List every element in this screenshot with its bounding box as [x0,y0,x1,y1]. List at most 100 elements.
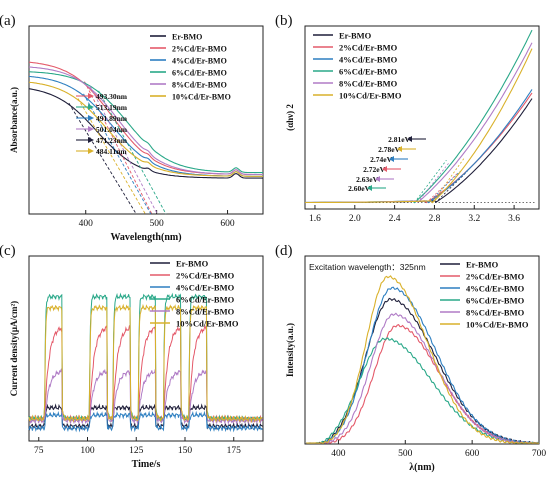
absorbance-line-1 [28,88,264,179]
annotation-label: 484.11nm [96,147,127,156]
x-tick-label: 400 [331,449,346,459]
bandgap-arrowhead [375,176,380,182]
bandgap-label: 2.74eV [370,155,392,164]
bandgap-label: 2.63eV [356,175,378,184]
legend-entry: 10%Cd/Er-BMO [176,319,239,329]
absorbance-line-5 [28,66,263,176]
x-tick-label: 500 [150,219,165,229]
tangent-line [89,85,158,215]
tauc-tangent [414,159,447,203]
tauc-line-3 [305,89,533,204]
legend-entry: 4%Cd/Er-BMO [466,284,525,294]
panel-d: 400 500 600 700 λ(nm) Intensity(a.u.) (d) Excit… [275,243,546,473]
absorbance-line-6 [28,81,263,177]
x-tick-label: 2.0 [349,214,361,224]
legend-entry: 6%Cd/Er-BMO [176,295,235,305]
annotation-arrowhead [88,104,94,110]
x-tick-label: 500 [398,449,413,459]
x-tick-label: 100 [80,446,95,456]
absorbance-line-4 [29,71,263,174]
x-tick-label: 2.8 [429,214,441,224]
bandgap-arrowhead [382,166,387,172]
annotation-label: 513.19nm [96,103,128,112]
excitation-annotation: Excitation wavelength：325nm [309,262,426,272]
legend-entry: 10%Cd/Er-BMO [339,91,402,101]
legend-entry: 4%Cd/Er-BMO [176,283,235,293]
tauc-line-6 [305,48,533,204]
legend-entry: 6%Cd/Er-BMO [339,67,398,77]
bandgap-arrowhead [367,185,372,191]
bandgap-label: 2.78eV [378,145,400,154]
x-tick-label: 600 [220,219,235,229]
annotation-label: 501.04nm [96,125,128,134]
tauc-line-2 [305,92,533,204]
legend-entry: 6%Cd/Er-BMO [172,69,227,78]
y-axis-label: (αhν) 2 [285,104,295,131]
pl-line-5 [306,312,539,444]
bandgap-label: 2.81eV [388,135,410,144]
legend-entry: 10%Cd/Er-BMO [172,93,231,102]
x-tick-label: 3.2 [468,214,480,224]
tauc-tangent [432,157,465,203]
legend-entry: 8%Cd/Er-BMO [466,308,525,318]
legend-entry: Er-BMO [339,31,372,41]
panel-c: 75 100 125 150 175 Time/s Current density(μA/c… [0,243,264,470]
annotation-arrowhead [88,115,94,121]
legend-entry: 8%Cd/Er-BMO [176,307,235,317]
panel-label: (a) [0,13,16,29]
plot-frame [28,25,264,215]
pl-line-2 [306,324,540,444]
legend-entry: 2%Cd/Er-BMO [466,272,525,282]
x-tick-label: 2.4 [389,214,401,224]
tauc-tangent [428,170,461,203]
x-axis-label: Time/s [132,459,161,470]
tangent-line [68,102,137,215]
annotation-arrowhead [88,126,94,132]
tangent-line [98,90,167,215]
pl-line-3 [306,286,540,444]
legend-entry: 8%Cd/Er-BMO [172,81,227,90]
x-axis-label: Wavelength(nm) [110,232,181,243]
x-tick-label: 700 [532,449,547,459]
annotation-arrowhead [88,93,94,99]
tauc-tangent [417,162,450,203]
panel-b: 1.6 2.0 2.4 2.8 3.2 3.6 (αhν) 2 (b) Er-BMO 2%Cd/E… [275,13,540,224]
current-line-3 [28,410,263,433]
x-tick-label: 175 [227,446,242,456]
annotation-label: 491.89nm [96,114,128,123]
current-line-1 [28,403,263,431]
panel-label: (b) [275,13,293,29]
legend-entry: 2%Cd/Er-BMO [339,43,398,53]
x-tick-label: 600 [465,449,480,459]
y-axis-label: Absorbance(a.u.) [9,87,19,153]
x-axis-label: λ(nm) [409,462,434,473]
x-tick-label: 1.6 [309,214,321,224]
current-line-6 [28,303,263,424]
x-tick-label: 75 [34,446,44,456]
bandgap-arrowhead [389,156,394,162]
legend-entry: Er-BMO [466,260,499,270]
pl-line-6 [306,275,539,444]
tauc-tangent [426,172,459,203]
legend-entry: 4%Cd/Er-BMO [172,57,227,66]
legend-entry: Er-BMO [176,259,209,269]
annotation-arrowhead [88,137,94,143]
tauc-tangent [435,171,468,203]
y-axis-label: Current density(μA/cm²) [9,301,19,396]
annotation-arrowhead [88,148,94,154]
bandgap-label: 2.72eV [363,165,385,174]
plot-frame [28,255,264,442]
annotation-label: 471.23nm [96,136,128,145]
legend-entry: 4%Cd/Er-BMO [339,55,398,65]
legend-entry: 10%Cd/Er-BMO [466,320,529,330]
legend-entry: 2%Cd/Er-BMO [172,45,227,54]
tangent-line [83,93,152,215]
x-tick-label: 125 [129,446,144,456]
panel-label: (c) [0,243,16,259]
panel-label: (d) [275,243,293,259]
bandgap-arrowhead [397,146,402,152]
plot-frame [304,25,540,210]
x-tick-label: 400 [79,219,94,229]
bandgap-arrowhead [407,136,412,142]
